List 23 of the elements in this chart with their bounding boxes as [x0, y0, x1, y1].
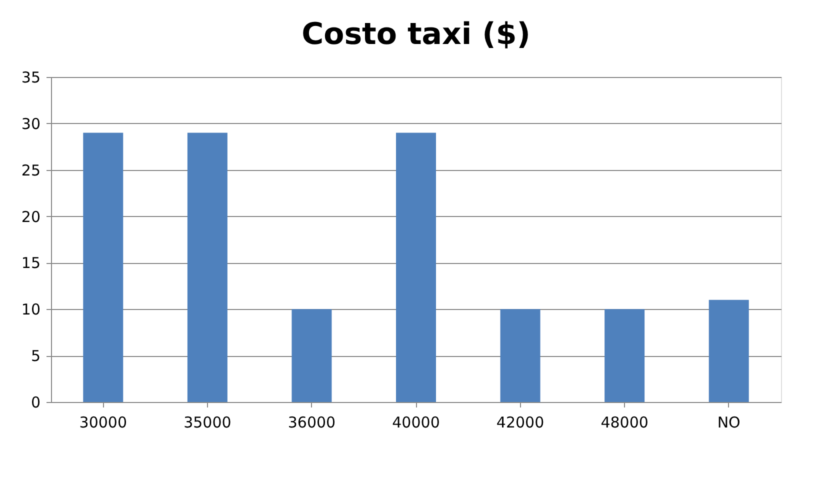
- x-tick-label: 30000: [79, 414, 127, 432]
- y-tick-label: 0: [30, 394, 40, 412]
- y-tick-label: 25: [21, 161, 40, 180]
- bar: [83, 132, 124, 402]
- x-tick-label: 36000: [288, 414, 336, 432]
- y-tick-label: 10: [21, 300, 40, 319]
- y-tick-label: 15: [21, 254, 40, 272]
- chart-title: Costo taxi ($): [302, 17, 530, 52]
- y-tick-label: 30: [21, 114, 40, 133]
- x-tick-label: 48000: [600, 414, 648, 432]
- y-tick-label: 5: [30, 347, 40, 366]
- bar: [708, 300, 749, 402]
- y-tick-label: 20: [21, 208, 40, 226]
- x-tick-label: NO: [717, 414, 740, 432]
- x-tick-label: 42000: [496, 414, 544, 432]
- bar: [604, 309, 645, 402]
- bar: [500, 309, 540, 402]
- x-tick-label: 35000: [184, 414, 232, 432]
- bar: [292, 309, 332, 402]
- y-tick-label: 35: [21, 68, 40, 86]
- x-tick-label: 40000: [392, 414, 440, 432]
- bar: [396, 132, 436, 402]
- bar: [187, 132, 228, 402]
